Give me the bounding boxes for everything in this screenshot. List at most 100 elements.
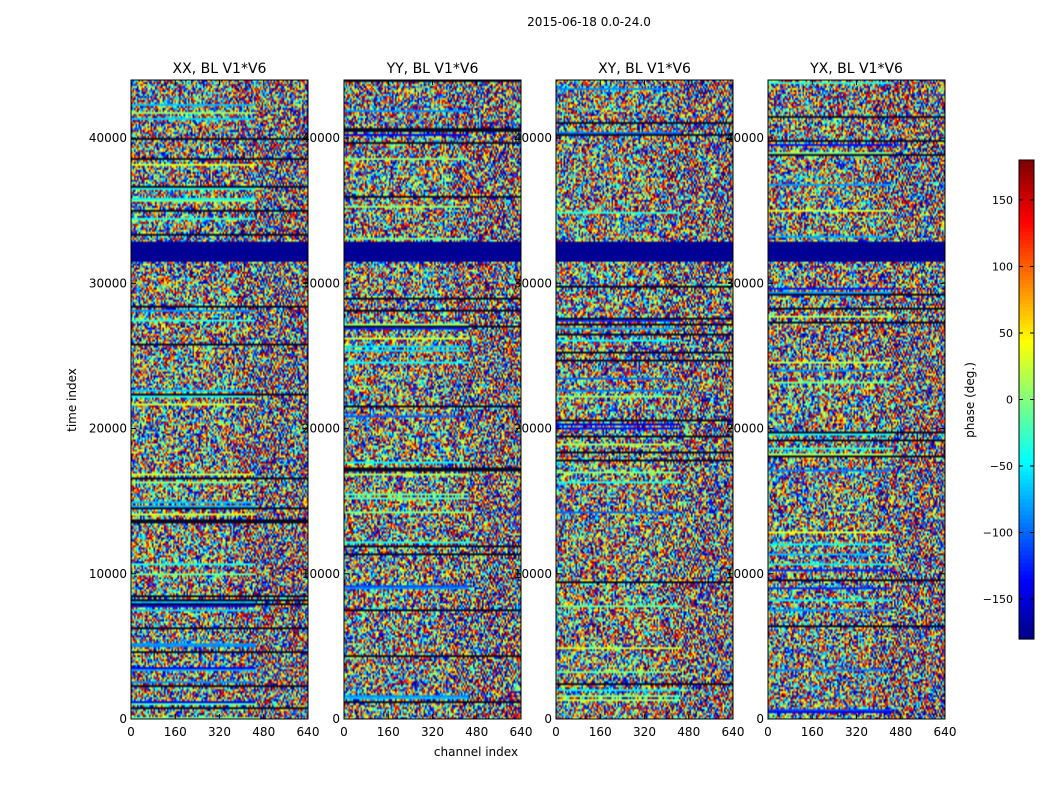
colorbar-segment (1019, 223, 1034, 229)
colorbar-segment (1019, 423, 1034, 429)
colorbar-segment (1019, 167, 1034, 173)
x-tick-label: 160 (164, 725, 187, 739)
colorbar-segment (1019, 187, 1034, 193)
x-tick-label: 320 (421, 725, 444, 739)
y-tick-label: 30000 (726, 276, 764, 290)
colorbar-segment (1019, 335, 1034, 341)
colorbar-segment (1019, 331, 1034, 337)
colorbar-segment (1019, 595, 1034, 600)
colorbar-segment (1019, 431, 1034, 437)
colorbar-tick-label: 100 (992, 260, 1013, 273)
colorbar-segment (1019, 339, 1034, 345)
colorbar-segment (1019, 507, 1034, 512)
colorbar-segment (1019, 539, 1034, 544)
colorbar-segment (1019, 179, 1034, 185)
x-tick-label: 640 (510, 725, 533, 739)
colorbar-segment (1019, 183, 1034, 189)
colorbar-segment (1019, 419, 1034, 425)
colorbar-segment (1019, 259, 1034, 265)
panel-0-raster (131, 80, 308, 719)
x-axis-label: channel index (434, 745, 518, 759)
colorbar-segment (1019, 203, 1034, 209)
colorbar-segment (1019, 619, 1034, 624)
colorbar-segment (1019, 407, 1034, 413)
x-tick-label: 0 (764, 725, 772, 739)
colorbar-segment (1019, 403, 1034, 409)
colorbar-segment (1019, 611, 1034, 616)
colorbar-segment (1019, 307, 1034, 313)
x-tick-label: 480 (252, 725, 275, 739)
colorbar-segment (1019, 583, 1034, 588)
y-tick-label: 0 (119, 712, 127, 726)
colorbar-segment (1019, 599, 1034, 604)
colorbar-segment (1019, 327, 1034, 333)
y-tick-label: 40000 (89, 131, 127, 145)
colorbar-segment (1019, 603, 1034, 608)
colorbar-tick-label: 0 (1006, 394, 1013, 407)
colorbar-segment (1019, 591, 1034, 596)
colorbar-segment (1019, 579, 1034, 584)
colorbar-segment (1019, 347, 1034, 353)
colorbar-segment (1019, 587, 1034, 592)
colorbar-segment (1019, 427, 1034, 433)
colorbar-segment (1019, 355, 1034, 361)
colorbar-segment (1019, 219, 1034, 225)
colorbar-segment (1019, 175, 1034, 181)
colorbar-segment (1019, 267, 1034, 273)
colorbar-segment (1019, 555, 1034, 560)
y-tick-label: 10000 (302, 567, 340, 581)
colorbar-segment (1019, 615, 1034, 620)
y-axis-label: time index (65, 368, 79, 432)
y-tick-label: 10000 (514, 567, 552, 581)
colorbar-segment (1019, 487, 1034, 492)
colorbar-segment (1019, 499, 1034, 504)
colorbar-segment (1019, 291, 1034, 297)
x-tick-label: 480 (677, 725, 700, 739)
colorbar-segment (1019, 607, 1034, 612)
colorbar-segment (1019, 479, 1034, 484)
x-tick-label: 640 (722, 725, 745, 739)
x-tick-label: 0 (127, 725, 135, 739)
colorbar-segment (1019, 463, 1034, 468)
colorbar-segment (1019, 367, 1034, 373)
panel-2-raster (556, 80, 733, 719)
y-tick-label: 40000 (514, 131, 552, 145)
colorbar-segment (1019, 435, 1034, 441)
colorbar-segment (1019, 459, 1034, 464)
colorbar-segment (1019, 315, 1034, 321)
colorbar-segment (1019, 391, 1034, 397)
y-tick-label: 30000 (89, 276, 127, 290)
colorbar-segment (1019, 227, 1034, 233)
colorbar-segment (1019, 551, 1034, 556)
colorbar-segment (1019, 199, 1034, 205)
colorbar-segment (1019, 207, 1034, 213)
x-tick-label: 160 (589, 725, 612, 739)
colorbar-segment (1019, 279, 1034, 285)
panel-2: XY, BL V1*V6 0 160 320 480 640 0 10000 20000 3000… (514, 61, 745, 739)
colorbar-segment (1019, 415, 1034, 421)
x-tick-label: 0 (552, 725, 560, 739)
panel-1-raster (344, 80, 521, 719)
y-tick-label: 20000 (514, 422, 552, 436)
colorbar-segment (1019, 635, 1034, 640)
colorbar-segment (1019, 191, 1034, 197)
panel-0: XX, BL V1*V6 0 160 320 480 640 0 10000 20000 3000… (89, 61, 320, 739)
colorbar-segment (1019, 211, 1034, 217)
colorbar-segment (1019, 623, 1034, 628)
y-tick-label: 40000 (302, 131, 340, 145)
x-tick-label: 640 (934, 725, 957, 739)
colorbar-segment (1019, 547, 1034, 552)
y-tick-label: 10000 (89, 567, 127, 581)
colorbar-segment (1019, 563, 1034, 568)
y-tick-label: 10000 (726, 567, 764, 581)
y-tick-label: 0 (544, 712, 552, 726)
colorbar-segment (1019, 371, 1034, 377)
colorbar-tick-label: −100 (983, 527, 1013, 540)
panel-2-title: XY, BL V1*V6 (598, 61, 691, 77)
colorbar-segment (1019, 343, 1034, 349)
colorbar-tick-label: −150 (983, 593, 1013, 606)
x-tick-label: 480 (465, 725, 488, 739)
colorbar-segment (1019, 535, 1034, 540)
colorbar-segment (1019, 311, 1034, 317)
colorbar-segment (1019, 243, 1034, 249)
